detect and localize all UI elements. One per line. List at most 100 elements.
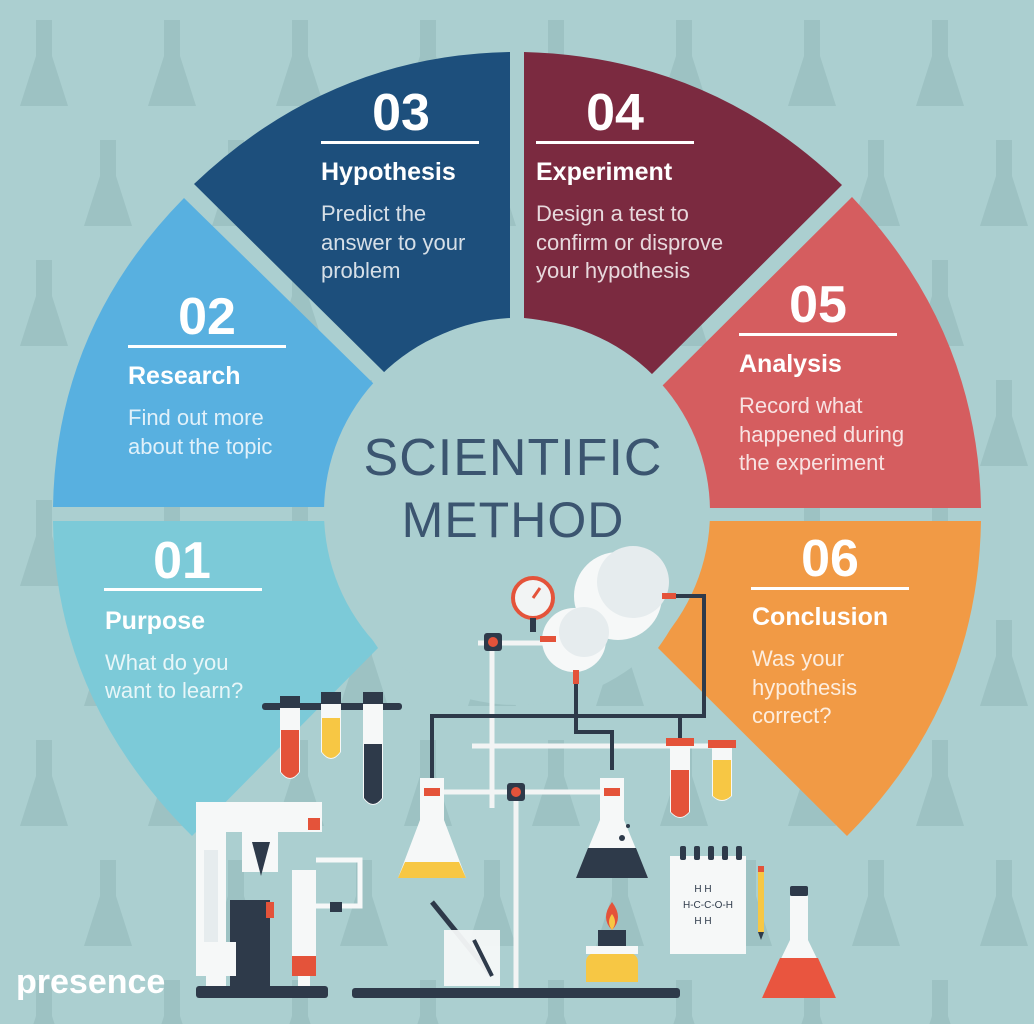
bench-base [352, 988, 680, 998]
background-flask-icon [20, 740, 68, 826]
step-desc-line: hypothesis [752, 675, 857, 700]
background-flask-icon [916, 740, 964, 826]
test-tube-yellow [321, 692, 341, 759]
step-number: 03 [372, 84, 430, 142]
step-desc-line: problem [321, 258, 400, 283]
step-title: Experiment [536, 158, 673, 186]
step-desc-line: What do you [105, 650, 229, 675]
step-divider [739, 333, 897, 336]
background-flask-icon [980, 380, 1028, 466]
background-flask-icon [788, 20, 836, 106]
step-desc-line: your hypothesis [536, 258, 690, 283]
tubing [430, 594, 706, 780]
background-flask-icon [84, 140, 132, 226]
step-hypothesis: 03 Hypothesis Predict the answer to your… [321, 84, 479, 283]
segment-research [53, 198, 375, 507]
step-desc-line: correct? [752, 703, 831, 728]
step-research: 02 Research Find out more about the topi… [128, 288, 286, 459]
clamp-knob [511, 787, 521, 797]
step-title: Hypothesis [321, 158, 456, 186]
test-tube-red-hanging [666, 738, 694, 818]
flask-shine [597, 546, 669, 618]
flask-shine [559, 607, 609, 657]
step-conclusion: 06 Conclusion Was your hypothesis correc… [751, 530, 909, 728]
step-experiment: 04 Experiment Design a test to confirm o… [536, 84, 723, 283]
step-purpose: 01 Purpose What do you want to learn? [104, 532, 262, 703]
segment-hypothesis [194, 52, 510, 374]
segment-purpose [53, 521, 378, 836]
flask-connector [573, 670, 579, 684]
notepad-formula-line: H H [694, 916, 711, 927]
brand-logo: presence [16, 963, 165, 1001]
center-title-line2: METHOD [402, 492, 625, 548]
step-divider [751, 587, 909, 590]
step-desc-line: Design a test to [536, 201, 689, 226]
step-desc-line: the experiment [739, 450, 885, 475]
segment-conclusion [658, 521, 981, 836]
step-desc-line: answer to your [321, 230, 465, 255]
background-flask-icon [532, 740, 580, 826]
background-flask-icon [929, 980, 951, 1024]
step-title: Purpose [105, 607, 205, 635]
ring [53, 52, 981, 836]
gauge-stem [530, 618, 536, 632]
notepad: H H H-C-C-O-H H H [670, 846, 746, 954]
test-tube-yellow-hanging [708, 740, 736, 801]
background-flask-icon [84, 860, 132, 946]
lab-equipment-illustration: H H H-C-C-O-H H H [196, 546, 836, 998]
step-desc-line: confirm or disprove [536, 230, 723, 255]
step-divider [128, 345, 286, 348]
conical-flask-orange [762, 886, 836, 998]
background-flask-icon [673, 980, 695, 1024]
microscope-base [196, 986, 328, 998]
step-divider [536, 141, 694, 144]
step-desc-line: Find out more [128, 405, 264, 430]
background-flask-icon [276, 20, 324, 106]
step-title: Analysis [739, 350, 842, 378]
burner [586, 902, 638, 982]
background-flask-icon [20, 20, 68, 106]
step-number: 01 [153, 532, 211, 590]
background-flask-icon [20, 260, 68, 346]
step-desc-line: Predict the [321, 201, 426, 226]
step-desc-line: happened during [739, 422, 904, 447]
step-title: Conclusion [752, 603, 888, 631]
erlenmeyer-flask-dark [576, 778, 648, 878]
beaker-with-rod [430, 900, 500, 986]
step-number: 02 [178, 288, 236, 346]
center-title-line1: SCIENTIFIC [364, 429, 663, 487]
gauge-needle [531, 587, 542, 599]
background-flask-icon [916, 20, 964, 106]
test-tube-red [280, 696, 300, 779]
step-number: 05 [789, 276, 847, 334]
step-divider [321, 141, 479, 144]
flask-connector [662, 593, 676, 599]
background-flask-icon [852, 140, 900, 226]
background-flask-icon [340, 860, 388, 946]
background-flask-icon [980, 860, 1028, 946]
step-number: 06 [801, 530, 859, 588]
background-flask-icon [417, 980, 439, 1024]
step-title: Research [128, 362, 241, 390]
segment-experiment [524, 52, 842, 376]
clamp-knob [488, 637, 498, 647]
notepad-formula-line: H H [694, 884, 711, 895]
step-desc-line: Record what [739, 393, 863, 418]
step-desc-line: Was your [752, 646, 844, 671]
notepad-formula-line: H-C-C-O-H [683, 900, 733, 911]
lab-machine [196, 802, 363, 986]
erlenmeyer-flask-yellow [398, 778, 466, 878]
background-flask-icon [545, 980, 567, 1024]
background-flask-icon [980, 620, 1028, 706]
pencil-icon [758, 866, 764, 940]
flask-connector [540, 636, 556, 642]
background-flask-icon [980, 140, 1028, 226]
step-desc-line: want to learn? [104, 678, 243, 703]
background-flask-icon [33, 980, 55, 1024]
step-analysis: 05 Analysis Record what happened during … [739, 276, 904, 475]
background-flask-icon [468, 860, 516, 946]
background-flask-icon [161, 980, 183, 1024]
background-flask-icon [148, 20, 196, 106]
step-number: 04 [586, 84, 644, 142]
